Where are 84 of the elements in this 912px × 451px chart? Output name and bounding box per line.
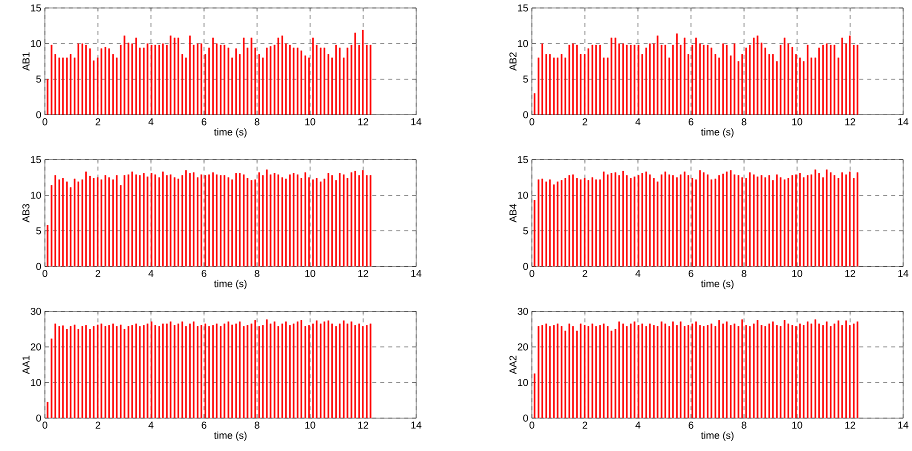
- x-tick-label: 6: [202, 118, 206, 126]
- x-tick-label: 6: [688, 270, 694, 278]
- x-axis-title: time (s): [701, 432, 734, 441]
- y-tick-label: 15: [31, 156, 41, 164]
- y-axis-title: AA2: [509, 356, 516, 374]
- x-tick-label: 6: [202, 422, 206, 429]
- x-axis-title: time (s): [214, 128, 247, 138]
- y-tick-label: 5: [36, 76, 41, 83]
- x-tick-label: 0: [42, 270, 48, 278]
- x-tick-label: 12: [845, 270, 856, 277]
- y-tick-label: 0: [36, 111, 42, 118]
- y-tick-label: 30: [30, 308, 42, 315]
- x-tick-label: 4: [635, 422, 640, 428]
- x-axis-title: time (s): [214, 432, 247, 441]
- y-axis-title: AB2: [509, 52, 516, 71]
- y-axis-title: AB1: [22, 52, 30, 71]
- x-tick-label: 12: [358, 118, 368, 126]
- x-tick-label: 6: [688, 118, 694, 126]
- x-tick-label: 10: [305, 118, 316, 126]
- x-tick-label: 2: [582, 270, 588, 277]
- y-tick-label: 5: [523, 227, 528, 234]
- x-tick-label: 12: [845, 422, 856, 429]
- x-axis-title: time (s): [214, 280, 247, 290]
- y-tick-label: 0: [36, 414, 42, 422]
- y-axis-title: AA1: [22, 356, 30, 374]
- x-tick-label: 4: [148, 270, 154, 277]
- x-tick-label: 14: [898, 270, 908, 277]
- y-tick-label: 10: [518, 378, 528, 386]
- x-tick-label: 14: [898, 422, 908, 428]
- y-tick-label: 0: [523, 414, 528, 422]
- x-tick-label: 12: [358, 422, 368, 429]
- y-tick-label: 0: [523, 262, 528, 270]
- y-tick-label: 20: [518, 343, 528, 350]
- x-tick-label: 14: [411, 118, 422, 126]
- x-tick-label: 0: [530, 422, 534, 429]
- y-tick-label: 10: [31, 40, 42, 48]
- x-tick-label: 4: [148, 422, 154, 428]
- x-tick-label: 14: [411, 422, 422, 428]
- x-tick-label: 8: [254, 422, 260, 429]
- x-tick-label: 0: [42, 422, 48, 429]
- x-tick-label: 2: [582, 118, 588, 126]
- y-tick-label: 10: [31, 192, 42, 199]
- x-tick-label: 10: [792, 422, 802, 429]
- x-tick-label: 0: [530, 118, 534, 126]
- x-tick-label: 14: [411, 270, 422, 277]
- x-tick-label: 10: [305, 270, 316, 278]
- y-tick-label: 0: [523, 111, 528, 118]
- y-axis-title: AB3: [22, 204, 30, 222]
- x-tick-label: 0: [42, 118, 48, 126]
- x-tick-label: 4: [148, 118, 154, 126]
- x-tick-label: 2: [96, 422, 100, 429]
- x-tick-label: 10: [792, 118, 802, 126]
- x-tick-label: 10: [305, 422, 316, 429]
- x-tick-label: 8: [742, 118, 746, 126]
- y-axis-title: AB4: [510, 204, 516, 222]
- y-tick-label: 20: [30, 343, 42, 350]
- x-tick-label: 8: [742, 422, 746, 429]
- x-tick-label: 4: [635, 118, 640, 126]
- y-tick-label: 15: [518, 156, 528, 164]
- x-tick-label: 12: [358, 270, 368, 277]
- x-tick-label: 4: [635, 270, 640, 277]
- y-tick-label: 5: [523, 76, 528, 83]
- x-tick-label: 10: [792, 270, 802, 278]
- x-tick-label: 6: [688, 422, 694, 429]
- y-tick-label: 10: [31, 378, 42, 386]
- y-tick-label: 15: [31, 4, 41, 12]
- y-tick-label: 10: [518, 192, 528, 199]
- x-tick-label: 8: [254, 270, 260, 278]
- y-tick-label: 30: [518, 308, 528, 315]
- x-axis-title: time (s): [701, 128, 734, 138]
- x-tick-label: 12: [845, 118, 856, 126]
- x-tick-label: 2: [582, 422, 588, 429]
- y-tick-label: 0: [36, 262, 42, 270]
- x-tick-label: 6: [202, 270, 206, 278]
- y-tick-label: 10: [518, 40, 528, 48]
- x-tick-label: 0: [530, 270, 534, 278]
- x-tick-label: 14: [898, 118, 908, 126]
- x-tick-label: 8: [254, 118, 260, 126]
- y-tick-label: 5: [36, 227, 41, 234]
- x-tick-label: 8: [742, 270, 746, 278]
- x-tick-label: 2: [96, 270, 100, 277]
- y-tick-label: 15: [518, 4, 528, 12]
- x-axis-title: time (s): [701, 280, 734, 290]
- x-tick-label: 2: [96, 118, 100, 126]
